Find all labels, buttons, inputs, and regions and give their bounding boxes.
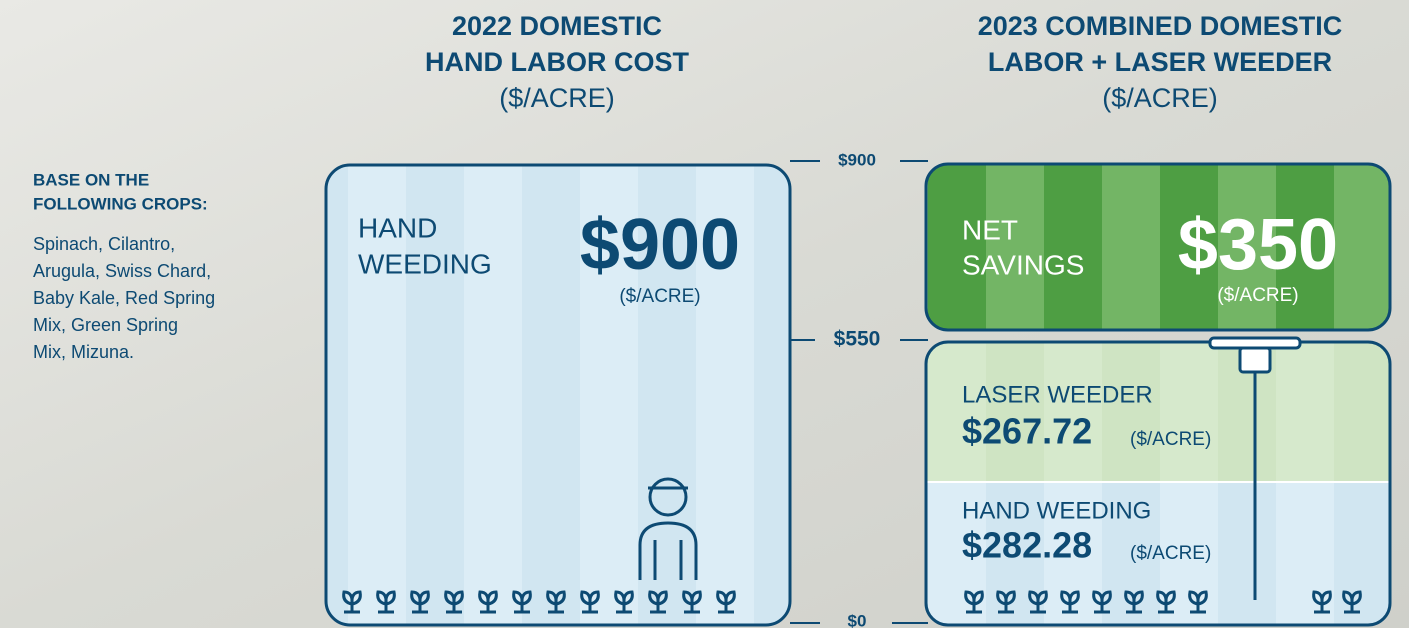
title-unit: ($/ACRE)	[1102, 83, 1218, 113]
crop-line: Baby Kale, Red Spring	[33, 288, 215, 308]
box-unit: ($/ACRE)	[619, 286, 700, 307]
section-unit: ($/ACRE)	[1130, 543, 1211, 564]
section-amount: $282.28	[962, 525, 1092, 566]
title-line: 2023 COMBINED DOMESTIC	[978, 11, 1343, 41]
section-amount: $267.72	[962, 411, 1092, 452]
box-amount: $350	[1178, 205, 1338, 285]
infographic: 2022 DOMESTIC HAND LABOR COST ($/ACRE) 2…	[0, 0, 1409, 628]
box-label: HAND	[358, 212, 437, 243]
box-label: SAVINGS	[962, 249, 1084, 280]
crop-line: Mix, Mizuna.	[33, 342, 134, 362]
sidebar-heading: BASE ON THE	[33, 170, 149, 189]
axis-label: $0	[848, 611, 867, 628]
title-line: HAND LABOR COST	[425, 47, 689, 77]
crop-line: Spinach, Cilantro,	[33, 234, 175, 254]
title-line: 2022 DOMESTIC	[452, 11, 662, 41]
title-unit: ($/ACRE)	[499, 83, 615, 113]
box-amount: $900	[580, 205, 740, 285]
crop-line: Mix, Green Spring	[33, 315, 178, 335]
section-label: LASER WEEDER	[962, 381, 1153, 408]
axis-label: $900	[838, 150, 876, 169]
sidebar-heading: FOLLOWING CROPS:	[33, 194, 208, 213]
section-label: HAND WEEDING	[962, 497, 1151, 524]
box-label: NET	[962, 214, 1018, 245]
box-unit: ($/ACRE)	[1217, 285, 1298, 306]
box-label: WEEDING	[358, 248, 492, 279]
section-unit: ($/ACRE)	[1130, 429, 1211, 450]
title-line: LABOR + LASER WEEDER	[988, 47, 1332, 77]
crop-line: Arugula, Swiss Chard,	[33, 261, 211, 281]
axis-label: $550	[834, 328, 881, 351]
